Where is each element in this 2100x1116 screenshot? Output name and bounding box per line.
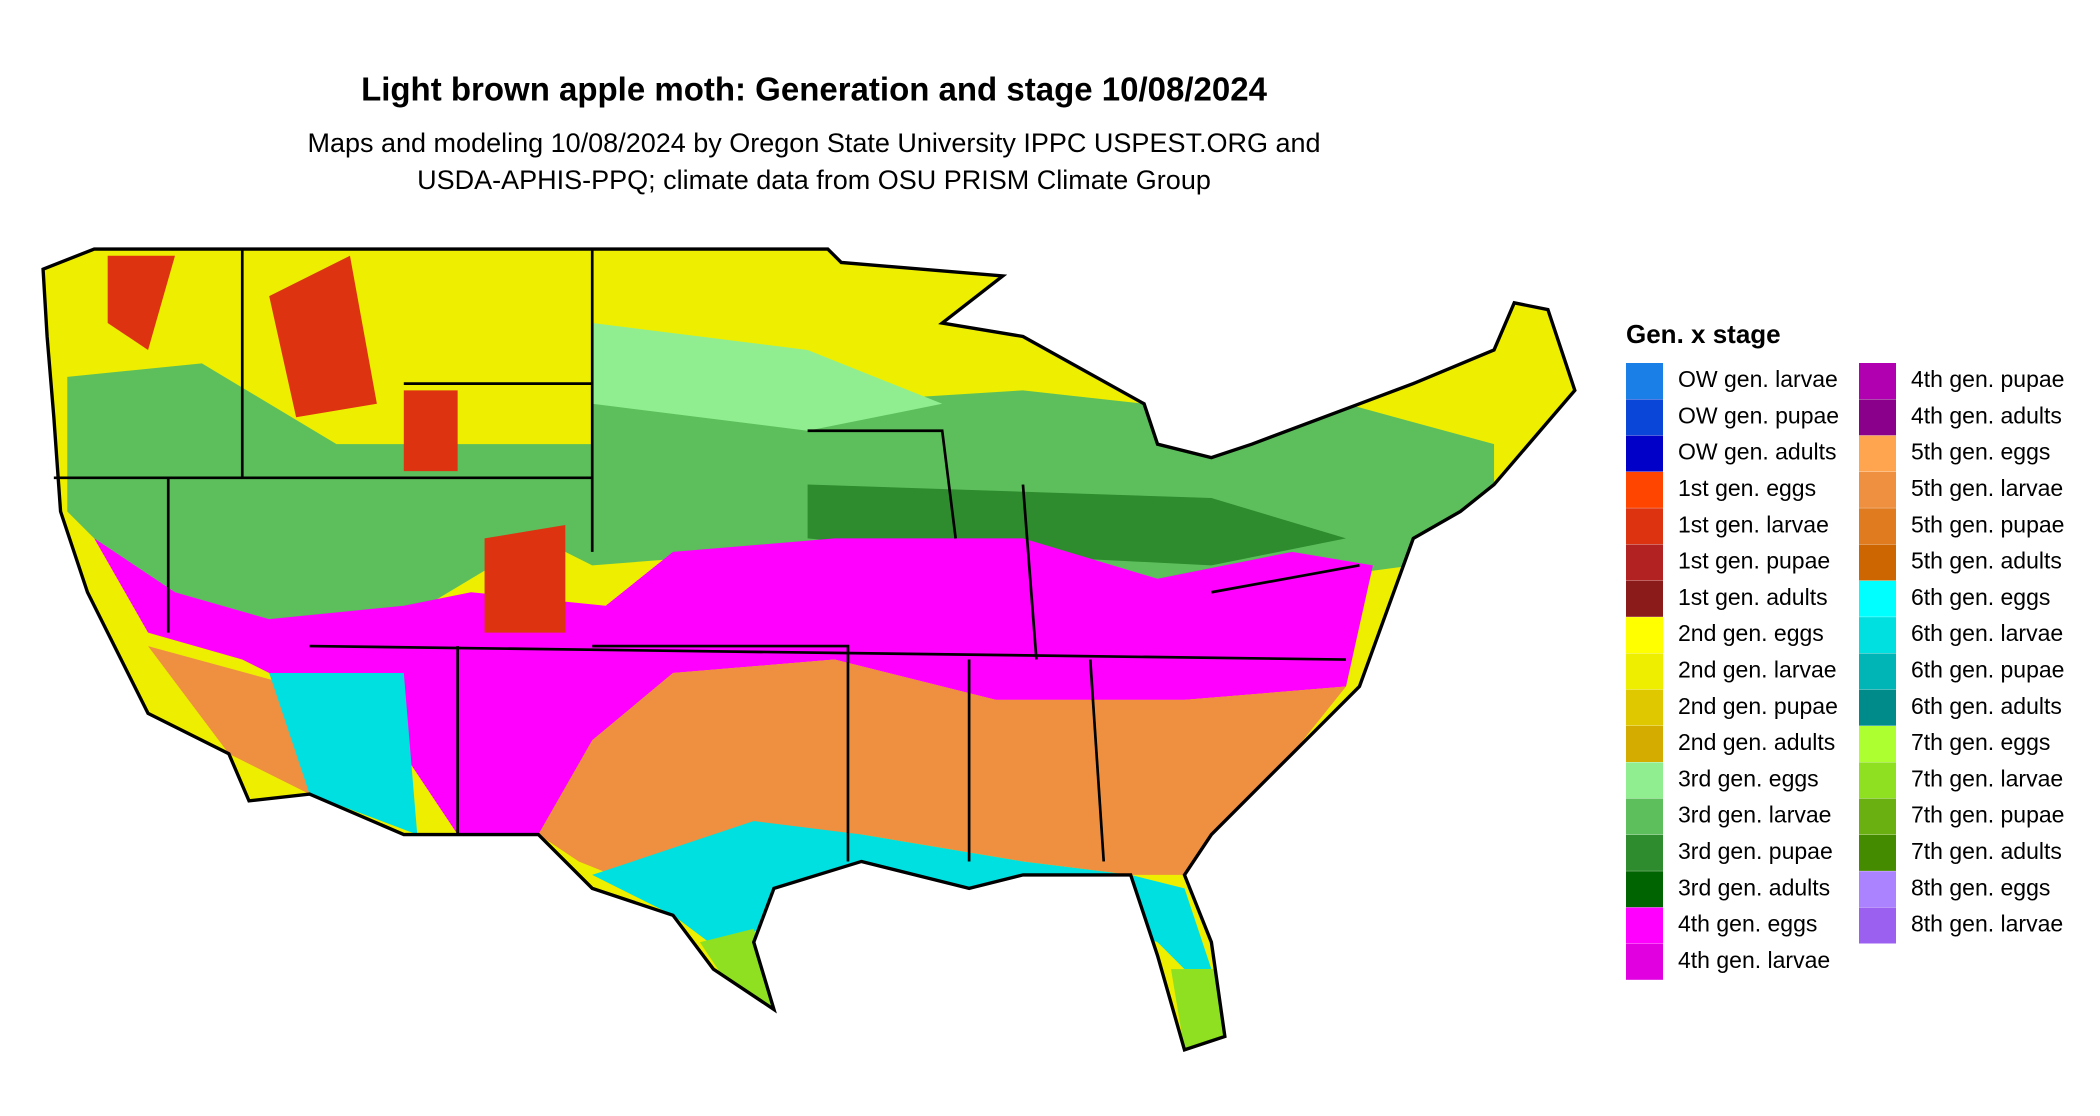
legend-swatch [1859,435,1896,472]
legend-swatch [1626,508,1663,545]
legend-swatch [1626,580,1663,617]
legend-swatch [1626,399,1663,436]
legend-label: 1st gen. adults [1678,584,1828,610]
legend-swatch [1859,508,1896,545]
legend-swatch [1626,653,1663,690]
legend: OW gen. larvae OW gen. pupae OW gen. adult… [1626,363,2064,980]
legend-title: Gen. x stage [1626,319,1781,349]
legend-label: 3rd gen. larvae [1678,802,1831,828]
legend-swatch [1626,435,1663,472]
legend-label: OW gen. larvae [1678,366,1838,392]
legend-label: 8th gen. larvae [1911,911,2063,937]
legend-swatch [1626,726,1663,762]
legend-swatch [1626,871,1663,908]
legend-swatch [1859,689,1896,726]
legend-label: 6th gen. eggs [1911,584,2050,610]
legend-swatch [1626,471,1663,508]
legend-label: 7th gen. eggs [1911,729,2050,755]
legend-swatch [1626,907,1663,944]
subtitle: USDA-APHIS-PPQ; climate data from OSU PR… [417,165,1211,195]
legend-swatch [1859,653,1896,690]
legend-label: 8th gen. eggs [1911,874,2050,900]
legend-label: 3rd gen. pupae [1678,838,1833,864]
legend-swatch [1859,617,1896,654]
legend-label: OW gen. adults [1678,439,1837,465]
legend-swatch [1859,762,1896,799]
legend-label: 7th gen. adults [1911,838,2062,864]
legend-label: OW gen. pupae [1678,402,1839,428]
subtitle: Maps and modeling 10/08/2024 by Oregon S… [307,128,1320,158]
legend-swatch [1859,834,1896,871]
legend-swatch [1626,544,1663,581]
legend-swatch [1859,399,1896,436]
legend-swatch [1859,726,1896,762]
legend-swatch [1626,689,1663,726]
legend-label: 7th gen. larvae [1911,765,2063,791]
legend-label: 2nd gen. adults [1678,729,1835,755]
legend-swatch [1859,363,1896,399]
legend-label: 3rd gen. eggs [1678,765,1819,791]
legend-label: 5th gen. larvae [1911,475,2063,501]
legend-label: 4th gen. adults [1911,402,2062,428]
legend-label: 2nd gen. pupae [1678,693,1838,719]
legend-swatch [1626,943,1663,980]
legend-label: 6th gen. adults [1911,693,2062,719]
legend-swatch [1859,907,1896,944]
legend-swatch [1626,762,1663,799]
legend-swatch [1859,471,1896,508]
legend-swatch [1626,617,1663,654]
legend-swatch [1626,363,1663,399]
legend-swatch [1859,580,1896,617]
legend-label: 2nd gen. eggs [1678,620,1824,646]
legend-label: 1st gen. eggs [1678,475,1816,501]
legend-label: 3rd gen. adults [1678,874,1830,900]
legend-label: 7th gen. pupae [1911,802,2064,828]
legend-swatch [1859,871,1896,908]
legend-swatch [1626,834,1663,871]
legend-label: 5th gen. pupae [1911,511,2064,537]
legend-label: 6th gen. pupae [1911,656,2064,682]
legend-label: 6th gen. larvae [1911,620,2063,646]
legend-label: 1st gen. pupae [1678,548,1830,574]
map-title: Light brown apple moth: Generation and s… [361,71,1268,108]
legend-label: 2nd gen. larvae [1678,656,1837,682]
legend-label: 5th gen. eggs [1911,439,2050,465]
legend-label: 5th gen. adults [1911,548,2062,574]
legend-label: 4th gen. eggs [1678,911,1817,937]
legend-label: 4th gen. pupae [1911,366,2064,392]
legend-label: 4th gen. larvae [1678,947,1830,973]
us-map [41,247,1577,1053]
legend-swatch [1626,798,1663,835]
legend-swatch [1859,798,1896,835]
legend-label: 1st gen. larvae [1678,511,1829,537]
legend-swatch [1859,544,1896,581]
